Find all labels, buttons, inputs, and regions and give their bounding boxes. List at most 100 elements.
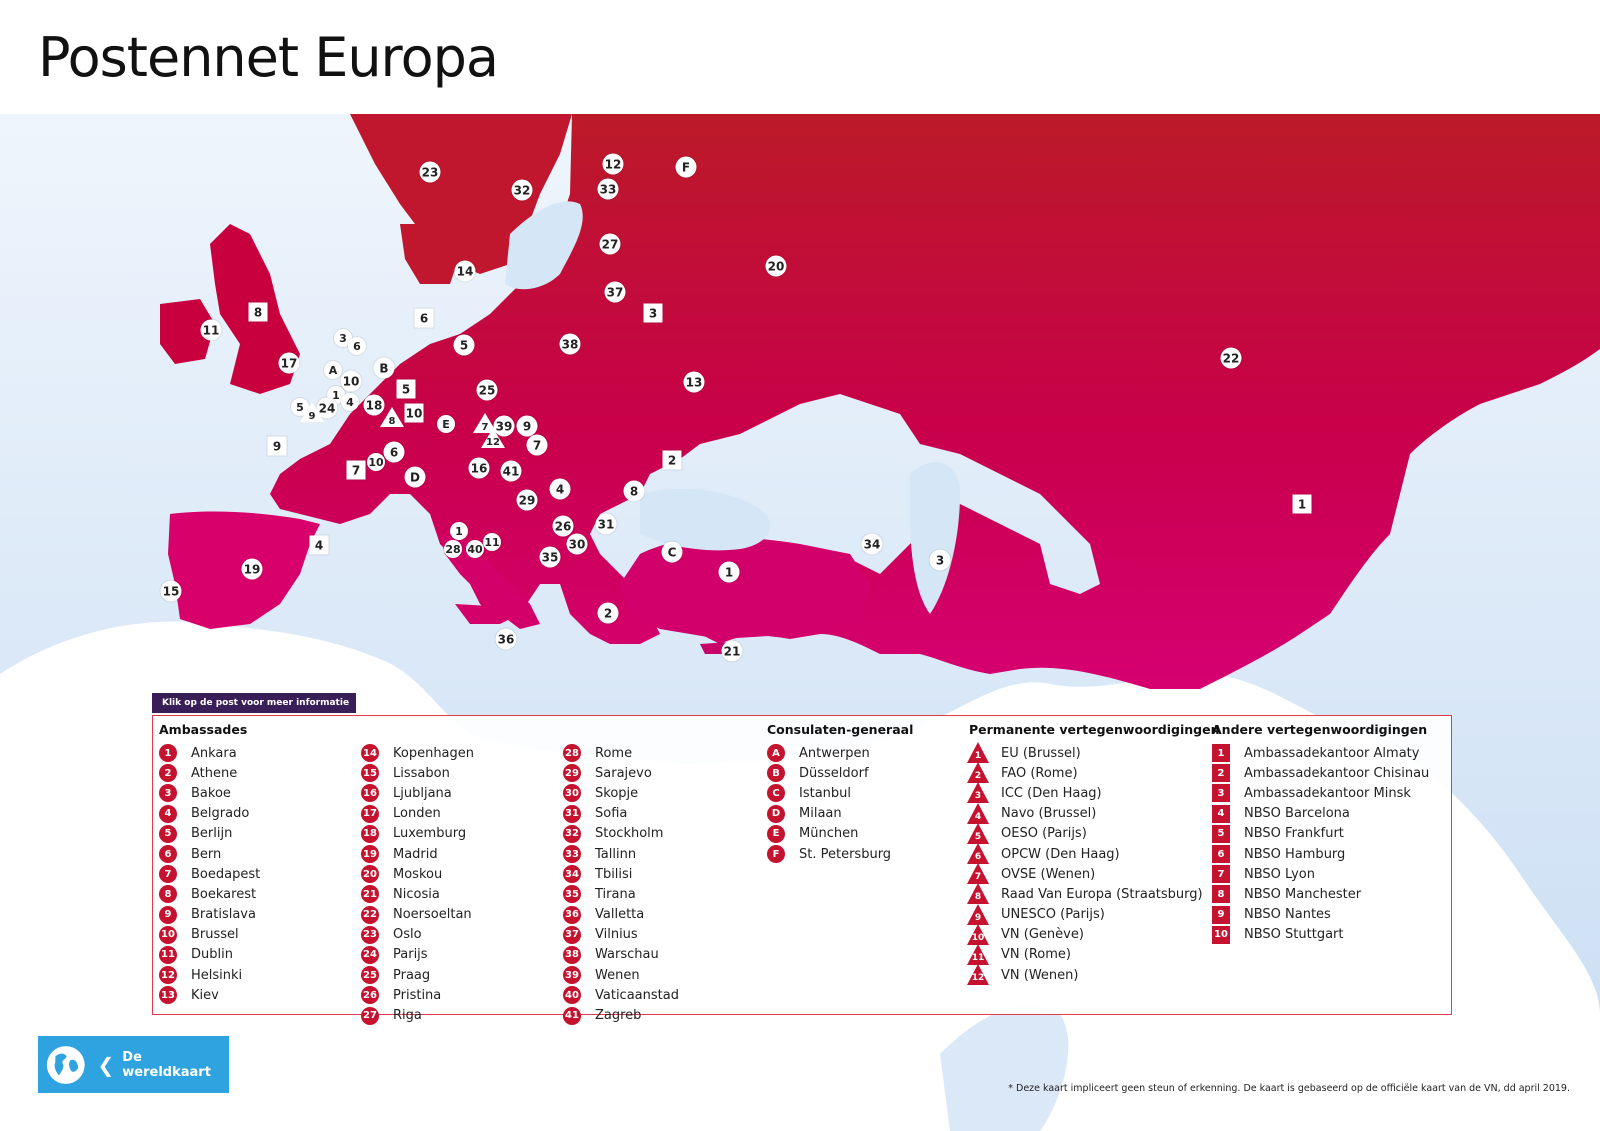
legend-item-andere[interactable]: 3 Ambassadekantoor Minsk	[1212, 783, 1429, 803]
marker-ljubljana[interactable]: 16	[468, 457, 490, 479]
legend-item-permanente[interactable]: 3 ICC (Den Haag)	[967, 782, 1220, 804]
legend-item-consulaat[interactable]: A Antwerpen	[767, 743, 913, 763]
legend-item-ambassade[interactable]: 35 Tirana	[563, 884, 679, 904]
marker-wenen[interactable]: 39	[493, 415, 515, 437]
legend-item-ambassade[interactable]: 38 Warschau	[563, 945, 679, 965]
marker-athene[interactable]: 2	[597, 602, 619, 624]
legend-item-consulaat[interactable]: D Milaan	[767, 804, 913, 824]
legend-item-ambassade[interactable]: 31 Sofia	[563, 804, 679, 824]
legend-item-ambassade[interactable]: 30 Skopje	[563, 783, 679, 803]
legend-item-ambassade[interactable]: 27 Riga	[361, 1005, 474, 1025]
marker-lissabon[interactable]: 15	[160, 580, 182, 602]
marker-berlijn[interactable]: 5	[453, 334, 475, 356]
marker-vn-rome[interactable]: 11	[483, 533, 501, 551]
marker-nbso-manchester[interactable]: 8	[248, 302, 268, 322]
legend-item-permanente[interactable]: 12 VN (Wenen)	[967, 964, 1220, 986]
marker-londen[interactable]: 17	[278, 352, 300, 374]
legend-item-ambassade[interactable]: 24 Parijs	[361, 945, 474, 965]
legend-item-ambassade[interactable]: 40 Vaticaanstad	[563, 985, 679, 1005]
marker-luxemburg[interactable]: 18	[363, 394, 385, 416]
legend-item-andere[interactable]: 5 NBSO Frankfurt	[1212, 824, 1429, 844]
marker-st-petersburg[interactable]: F	[675, 156, 697, 178]
marker-tallinn[interactable]: 33	[597, 178, 619, 200]
legend-item-ambassade[interactable]: 37 Vilnius	[563, 925, 679, 945]
legend-item-andere[interactable]: 9 NBSO Nantes	[1212, 905, 1429, 925]
legend-item-ambassade[interactable]: 10 Brussel	[159, 925, 260, 945]
legend-item-ambassade[interactable]: 7 Boedapest	[159, 864, 260, 884]
legend-item-consulaat[interactable]: C Istanbul	[767, 783, 913, 803]
legend-item-ambassade[interactable]: 11 Dublin	[159, 945, 260, 965]
legend-item-ambassade[interactable]: 23 Oslo	[361, 925, 474, 945]
marker-moskou[interactable]: 20	[765, 255, 787, 277]
marker-belgrado[interactable]: 4	[549, 478, 571, 500]
marker-opcw-den-haag[interactable]: 6	[348, 337, 366, 355]
legend-item-andere[interactable]: 7 NBSO Lyon	[1212, 864, 1429, 884]
legend-item-ambassade[interactable]: 18 Luxemburg	[361, 824, 474, 844]
marker-riga[interactable]: 27	[599, 233, 621, 255]
marker-praag[interactable]: 25	[476, 379, 498, 401]
legend-item-permanente[interactable]: 10 VN (Genève)	[967, 923, 1220, 945]
legend-item-andere[interactable]: 1 Ambassadekantoor Almaty	[1212, 743, 1429, 763]
marker-noersoeltan[interactable]: 22	[1220, 347, 1242, 369]
marker-fao-rome[interactable]: 1	[450, 522, 468, 540]
legend-item-ambassade[interactable]: 32 Stockholm	[563, 824, 679, 844]
marker-stockholm[interactable]: 32	[511, 179, 533, 201]
marker-oeso-parijs[interactable]: 5	[291, 398, 309, 416]
legend-item-ambassade[interactable]: 25 Praag	[361, 965, 474, 985]
legend-item-ambassade[interactable]: 28 Rome	[563, 743, 679, 763]
legend-item-permanente[interactable]: 9 UNESCO (Parijs)	[967, 903, 1220, 925]
marker-ovse-wenen[interactable]: 7	[472, 412, 498, 434]
marker-brussel[interactable]: 10	[340, 370, 362, 392]
marker-vaticaanstad[interactable]: 40	[466, 540, 484, 558]
legend-item-ambassade[interactable]: 26 Pristina	[361, 985, 474, 1005]
legend-item-andere[interactable]: 8 NBSO Manchester	[1212, 884, 1429, 904]
legend-item-andere[interactable]: 2 Ambassadekantoor Chisinau	[1212, 763, 1429, 783]
marker-kopenhagen[interactable]: 14	[454, 260, 476, 282]
legend-item-ambassade[interactable]: 34 Tbilisi	[563, 864, 679, 884]
marker-nbso-hamburg[interactable]: 6	[414, 308, 434, 328]
marker-valletta[interactable]: 36	[495, 628, 517, 650]
marker-sofia[interactable]: 31	[595, 513, 617, 535]
marker-istanbul[interactable]: C	[661, 541, 683, 563]
legend-item-permanente[interactable]: 2 FAO (Rome)	[967, 762, 1220, 784]
marker-rome[interactable]: 28	[444, 540, 462, 558]
legend-item-ambassade[interactable]: 3 Bakoe	[159, 783, 260, 803]
legend-item-ambassade[interactable]: 17 Londen	[361, 804, 474, 824]
legend-item-andere[interactable]: 6 NBSO Hamburg	[1212, 844, 1429, 864]
marker-pristina[interactable]: 26	[552, 515, 574, 537]
marker-sarajevo[interactable]: 29	[516, 489, 538, 511]
marker-antwerpen[interactable]: A	[324, 361, 342, 379]
marker-boekarest[interactable]: 8	[623, 480, 645, 502]
marker-bakoe[interactable]: 3	[929, 549, 951, 571]
legend-item-ambassade[interactable]: 33 Tallinn	[563, 844, 679, 864]
marker-zagreb[interactable]: 41	[500, 460, 522, 482]
legend-item-andere[interactable]: 10 NBSO Stuttgart	[1212, 925, 1429, 945]
legend-item-ambassade[interactable]: 1 Ankara	[159, 743, 260, 763]
legend-item-permanente[interactable]: 4 Navo (Brussel)	[967, 802, 1220, 824]
legend-item-ambassade[interactable]: 39 Wenen	[563, 965, 679, 985]
legend-item-ambassade[interactable]: 13 Kiev	[159, 985, 260, 1005]
legend-item-andere[interactable]: 4 NBSO Barcelona	[1212, 804, 1429, 824]
world-map-button[interactable]: ❮ De wereldkaart	[38, 1036, 229, 1093]
legend-item-ambassade[interactable]: 21 Nicosia	[361, 884, 474, 904]
marker-madrid[interactable]: 19	[241, 558, 263, 580]
legend-item-ambassade[interactable]: 16 Ljubljana	[361, 783, 474, 803]
marker-raad-van-europa[interactable]: 8	[379, 406, 405, 428]
marker-nbso-stuttgart[interactable]: 10	[404, 403, 424, 423]
legend-item-permanente[interactable]: 11 VN (Rome)	[967, 943, 1220, 965]
legend-item-ambassade[interactable]: 14 Kopenhagen	[361, 743, 474, 763]
legend-item-ambassade[interactable]: 12 Helsinki	[159, 965, 260, 985]
marker-bern[interactable]: 6	[383, 441, 405, 463]
marker-tbilisi[interactable]: 34	[861, 533, 883, 555]
legend-item-ambassade[interactable]: 19 Madrid	[361, 844, 474, 864]
marker-vn-geneve[interactable]: 10	[367, 453, 385, 471]
legend-item-ambassade[interactable]: 8 Boekarest	[159, 884, 260, 904]
marker-helsinki[interactable]: 12	[602, 153, 624, 175]
marker-nbso-nantes[interactable]: 9	[267, 436, 287, 456]
marker-nicosia[interactable]: 21	[721, 640, 743, 662]
marker-minsk[interactable]: 3	[643, 303, 663, 323]
legend-item-ambassade[interactable]: 29 Sarajevo	[563, 763, 679, 783]
legend-item-ambassade[interactable]: 5 Berlijn	[159, 824, 260, 844]
legend-item-ambassade[interactable]: 4 Belgrado	[159, 804, 260, 824]
marker-boedapest[interactable]: 7	[526, 434, 548, 456]
